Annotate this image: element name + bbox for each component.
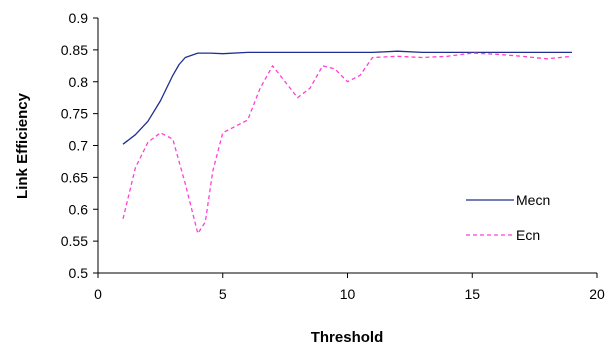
y-axis-title: Link Efficiency [14,92,31,199]
y-tick-label: 0.8 [69,74,89,90]
series-line-ecn [122,52,573,235]
series-line-mecn [122,50,572,145]
legend-label-mecn: Mecn [516,192,550,208]
x-tick-label: 10 [340,286,356,302]
x-tick-label: 5 [219,286,227,302]
legend: Mecn Ecn [466,192,550,243]
y-tick-label: 0.85 [61,42,88,58]
y-tick-label: 0.9 [69,10,89,26]
y-tick-label: 0.65 [61,169,88,185]
x-tick-label: 0 [94,286,102,302]
y-ticks: 0.5 0.55 0.6 0.65 0.7 0.75 0.8 0.85 0.9 [61,10,98,281]
y-tick-label: 0.6 [69,201,89,217]
y-tick-label: 0.75 [61,106,88,122]
series-layer [122,50,573,235]
y-tick-label: 0.5 [69,265,89,281]
y-tick-label: 0.7 [69,138,89,154]
x-tick-label: 15 [464,286,480,302]
x-tick-label: 20 [589,286,605,302]
legend-label-ecn: Ecn [516,227,540,243]
y-tick-label: 0.55 [61,233,88,249]
x-axis-title: Threshold [311,329,384,346]
x-ticks: 0 5 10 15 20 [94,273,605,302]
